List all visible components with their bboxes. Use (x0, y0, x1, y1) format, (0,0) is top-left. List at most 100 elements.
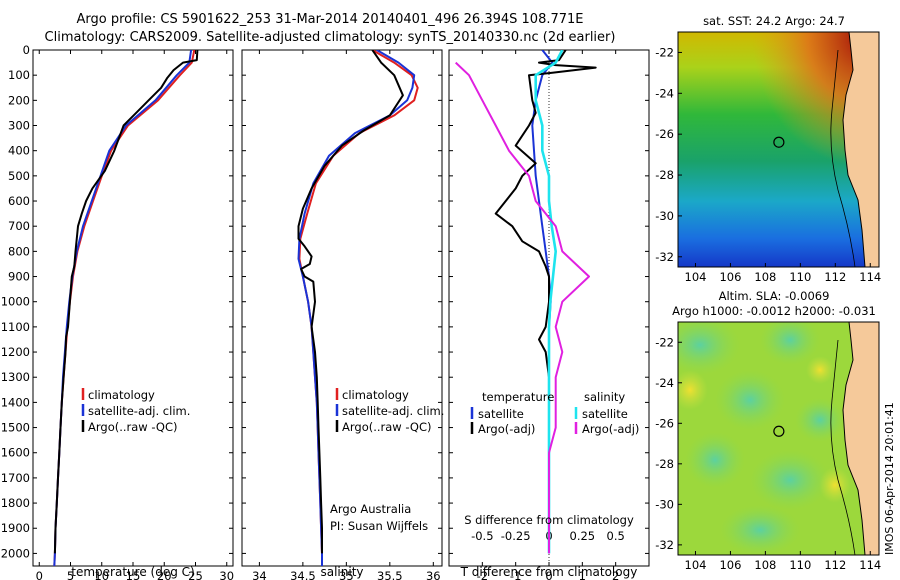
difference-panel: -2 -1 0 1 2 -0.5 -0.25 0 0.25 0.5 temperature sal… (448, 49, 650, 580)
map-ytick-label: -32 (655, 538, 674, 552)
xtick-label: 20 (157, 569, 172, 580)
ytick-label: 600 (8, 194, 30, 208)
sla-map-frame (677, 321, 880, 556)
salinity-xticks: 34 34.5 35 35.5 36 (252, 50, 441, 580)
difference-xlabel-top: S difference from climatology (464, 513, 634, 527)
legend-label: climatology (88, 388, 155, 402)
salinity-annotation-2: PI: Susan Wijffels (330, 519, 428, 533)
ytick-label: 1900 (1, 521, 30, 535)
sla-map-title-1: Altim. SLA: -0.0069 (719, 289, 830, 303)
temperature-lines (53, 50, 199, 566)
temperature-xticks: 0 5 10 15 20 25 30 (36, 50, 234, 580)
map-ytick-label: -26 (655, 127, 674, 141)
sst-land (842, 32, 879, 267)
legend-label: Argo(-adj) (582, 422, 639, 436)
series-line (494, 50, 597, 554)
ytick-label: 1100 (1, 320, 30, 334)
sst-profile-location-marker (773, 136, 785, 148)
legend-label: climatology (342, 388, 409, 402)
map-xtick-label: 110 (789, 558, 811, 572)
ytick-label: 700 (8, 219, 30, 233)
sla-land (842, 322, 879, 555)
map-xtick-label: 108 (754, 558, 776, 572)
salinity-legend: climatology satellite-adj. clim. Argo(..ra… (335, 388, 444, 434)
map-xtick-label: 106 (719, 558, 741, 572)
difference-xticks: -2 -1 0 1 2 (477, 50, 619, 580)
ytick-label: 1200 (1, 345, 30, 359)
ytick-label: 900 (8, 270, 30, 284)
difference-xlabel: T difference from climatology (460, 565, 638, 579)
ytick-label: 400 (8, 144, 30, 158)
series-line (297, 50, 404, 554)
difference-legend: temperature salinitysatelliteArgo(-adj)sa… (470, 390, 639, 436)
figure-title-line1: Argo profile: CS 5901622_253 31-Mar-2014… (76, 12, 584, 27)
temperature-axes-box (32, 49, 234, 567)
ytick-label: 0 (23, 43, 30, 57)
map-ytick-label: -22 (655, 335, 674, 349)
xtick-label: 2 (612, 569, 619, 580)
map-xtick-label: 104 (685, 558, 707, 572)
xtick-label: 35.5 (377, 569, 403, 580)
xtick-label: 25 (188, 569, 203, 580)
ytick-label: 1600 (1, 446, 30, 460)
xtick-label: 34.5 (290, 569, 316, 580)
map-xtick-label: 108 (754, 270, 776, 284)
xtick-label: -2 (477, 569, 488, 580)
map-xtick-label: 112 (824, 270, 846, 284)
sla-map: Altim. SLA: -0.0069 Argo h1000: -0.0012 … (655, 289, 881, 572)
xtick-label: 1 (579, 569, 586, 580)
ytick-label: 300 (8, 119, 30, 133)
sst-bathymetry-contour (830, 49, 856, 267)
xtick-top-label: -0.5 (471, 529, 493, 543)
ytick-label: 800 (8, 244, 30, 258)
ytick-label: 1500 (1, 421, 30, 435)
xtick-label: 36 (426, 569, 441, 580)
temperature-xlabel: temperature (deg C) (71, 565, 194, 579)
sst-map: sat. SST: 24.2 Argo: 24.7 104 106 108 110 11… (655, 14, 881, 284)
xtick-top-label: -0.25 (501, 529, 531, 543)
xtick-label: 0 (545, 569, 552, 580)
ytick-label: 1700 (1, 471, 30, 485)
xtick-label: 0 (36, 569, 43, 580)
legend-label: Argo(-adj) (478, 422, 535, 436)
xtick-label: 35 (339, 569, 354, 580)
footer-stamp: IMOS 06-Apr-2014 20:01:41 (883, 402, 896, 555)
ytick-label: 1400 (1, 395, 30, 409)
sst-map-frame (677, 31, 880, 268)
ytick-label: 100 (8, 68, 30, 82)
xtick-top-label: 0.25 (570, 529, 596, 543)
sla-profile-location-marker (773, 425, 785, 437)
map-ytick-label: -24 (655, 376, 674, 390)
legend-label: satellite (478, 407, 524, 421)
xtick-label: -1 (510, 569, 521, 580)
ytick-label: 1300 (1, 370, 30, 384)
ytick-label: 1800 (1, 496, 30, 510)
map-ytick-label: -26 (655, 416, 674, 430)
legend-title-temperature: temperature (482, 390, 554, 404)
map-ytick-label: -24 (655, 86, 674, 100)
salinity-annotation-1: Argo Australia (330, 502, 411, 516)
sla-map-ticks: 104 106 108 110 112 114 -22 -24 -26 -28 -30 -32 (655, 335, 881, 572)
legend-label: Argo(..raw -QC) (88, 420, 178, 434)
sst-map-title: sat. SST: 24.2 Argo: 24.7 (703, 14, 845, 28)
sst-map-ticks: 104 106 108 110 112 114 -22 -24 -26 -28 -30 -32 (655, 45, 881, 284)
sla-map-title-2: Argo h1000: -0.0012 h2000: -0.031 (672, 304, 876, 318)
ytick-label: 200 (8, 93, 30, 107)
difference-lines (455, 50, 597, 554)
figure-title-line2: Climatology: CARS2009. Satellite-adjuste… (44, 30, 616, 45)
salinity-lines (297, 50, 419, 566)
depth-yticks: 0 100 200 300 400 500 600 700 800 900 1000 1100 1200… (1, 43, 30, 560)
map-ytick-label: -28 (655, 168, 674, 182)
salinity-xlabel: salinity (320, 565, 363, 579)
temperature-legend: climatology satellite-adj. clim. Argo(..ra… (81, 388, 190, 434)
xtick-top-label: 0.5 (607, 529, 625, 543)
map-xtick-label: 114 (859, 558, 881, 572)
xtick-label: 30 (219, 569, 234, 580)
series-line (455, 61, 590, 554)
map-xtick-label: 112 (824, 558, 846, 572)
legend-label: Argo(..raw -QC) (342, 420, 432, 434)
xtick-label: 10 (94, 569, 109, 580)
xtick-label: 34 (252, 569, 267, 580)
map-xtick-label: 104 (685, 270, 707, 284)
